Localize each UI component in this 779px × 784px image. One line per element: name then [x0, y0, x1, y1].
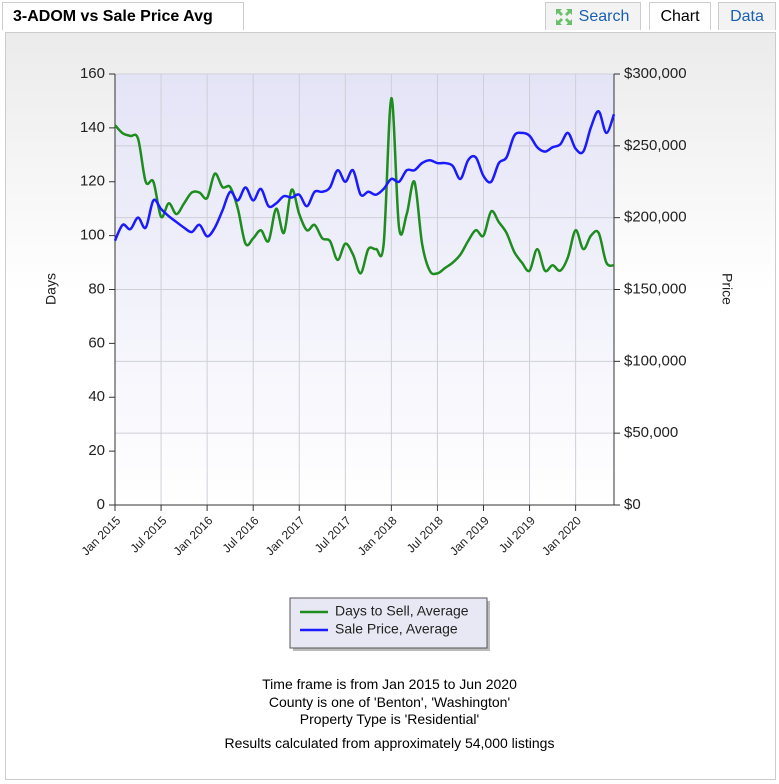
tab-label: Search — [578, 8, 630, 25]
y-tick-label: 120 — [80, 173, 105, 190]
y-tick-label: 100 — [80, 227, 105, 244]
series-line — [114, 96, 615, 276]
y-tick-label: 80 — [88, 280, 105, 297]
y2-tick-label: $50,000 — [624, 424, 678, 441]
x-tick-label: Jan 2015 — [79, 513, 124, 558]
x-tick-label: Jan 2020 — [539, 513, 584, 558]
x-tick-label: Jul 2015 — [127, 513, 169, 555]
x-tick-label: Jan 2019 — [447, 513, 492, 558]
x-tick-label: Jan 2017 — [263, 513, 308, 558]
x-tick-label: Jul 2018 — [404, 513, 446, 555]
y2-tick-label: $250,000 — [624, 137, 687, 154]
note: Property Type is 'Residential' — [299, 711, 480, 727]
y2-tick-label: $200,000 — [624, 209, 687, 226]
search-tab[interactable]: Search — [545, 2, 641, 30]
series-line — [113, 110, 616, 242]
y-axis-label: Days — [43, 273, 59, 305]
y-tick-label: 160 — [80, 65, 105, 82]
legend-label: Sale Price, Average — [335, 621, 458, 637]
x-tick-label: Jan 2016 — [171, 513, 216, 558]
y2-tick-label: $300,000 — [624, 65, 687, 82]
legend-label: Days to Sell, Average — [335, 603, 469, 619]
y-tick-label: 0 — [97, 496, 105, 513]
y-tick-label: 20 — [88, 442, 105, 459]
legend — [289, 597, 488, 649]
y-tick-label: 60 — [88, 334, 105, 351]
y2-tick-label: $0 — [624, 496, 641, 513]
y-tick-label: 40 — [88, 388, 105, 405]
data-tab[interactable]: Data — [718, 2, 776, 30]
x-tick-label: Jul 2017 — [312, 513, 354, 555]
y2-axis-label: Price — [719, 273, 735, 305]
chart: Days Price $0 $50,000 $100,000 $150,000 $200… — [43, 65, 735, 651]
note: Results calculated from approximately 54… — [224, 734, 555, 751]
chart-title: 3-ADOM vs Sale Price Avg — [2, 2, 244, 30]
x-tick-label: Jul 2016 — [220, 513, 262, 555]
y2-tick-label: $100,000 — [624, 352, 687, 369]
x-tick-label: Jul 2019 — [496, 513, 538, 555]
note: Time frame is from Jan 2015 to Jun 2020 — [262, 676, 517, 692]
note: County is one of 'Benton', 'Washington' — [268, 693, 511, 710]
y2-tick-label: $150,000 — [624, 280, 687, 297]
x-tick-label: Jan 2018 — [355, 513, 400, 558]
search-icon — [556, 9, 572, 25]
notes: Time frame is from Jan 2015 to Jun 2020 … — [0, 676, 779, 752]
y-tick-label: 140 — [80, 119, 105, 136]
chart-tab[interactable]: Chart — [649, 2, 711, 30]
